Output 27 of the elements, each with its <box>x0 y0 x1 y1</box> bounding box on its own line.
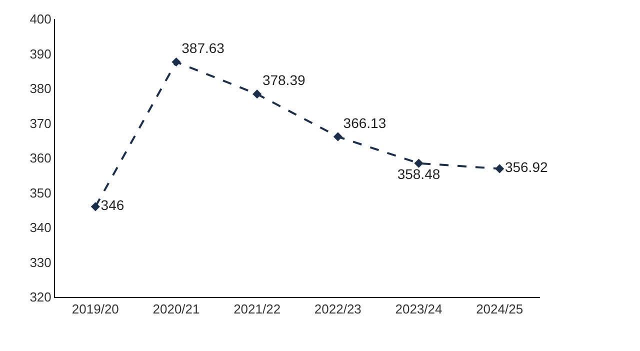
y-tick-label: 320 <box>30 290 52 305</box>
y-tick-label: 370 <box>30 116 52 131</box>
x-tick-label: 2021/22 <box>234 302 281 317</box>
x-tick-label: 2024/25 <box>476 302 524 317</box>
point <box>172 57 181 67</box>
point <box>495 164 504 174</box>
point <box>252 90 262 99</box>
y-tick-label: 340 <box>30 220 52 236</box>
x-tick-label: 2019/20 <box>72 302 119 317</box>
x-tick-label: 2023/24 <box>395 302 442 317</box>
x-tick-label: 2020/21 <box>152 302 200 317</box>
y-tick-label: 360 <box>30 150 52 166</box>
point <box>90 202 100 212</box>
y-tick-label: 390 <box>30 46 52 62</box>
y-tick-label: 350 <box>30 185 52 200</box>
x-tick-label: 2022/23 <box>314 302 362 317</box>
data-label: 378.39 <box>262 72 306 88</box>
y-tick-label: 330 <box>30 254 52 270</box>
data-label: 387.63 <box>182 40 225 56</box>
point <box>333 132 342 142</box>
data-label: 356.92 <box>504 159 548 176</box>
data-label: 346 <box>100 197 124 214</box>
y-tick-label: 380 <box>30 81 52 96</box>
y-tick-label: 400 <box>30 12 52 27</box>
data-label: 358.48 <box>397 166 440 182</box>
data-label: 366.13 <box>343 114 386 131</box>
point <box>414 158 424 168</box>
